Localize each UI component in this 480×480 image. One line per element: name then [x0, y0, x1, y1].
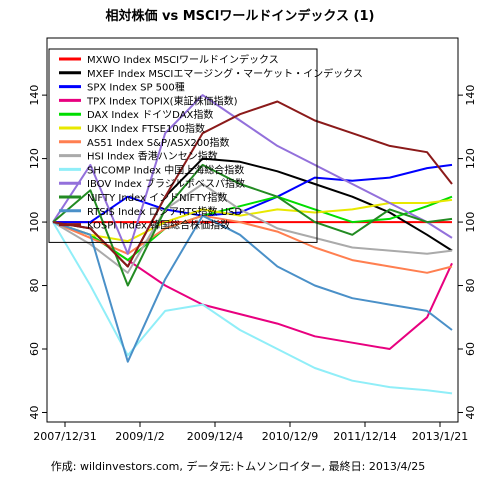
legend-label-10: IBOV Index ブラジルボベスパ指数: [87, 177, 245, 190]
x-tick-label: 2010/12/9: [262, 430, 318, 443]
series-line-5: [52, 195, 453, 262]
legend-label-6: UKX Index FTSE100指数: [87, 122, 205, 135]
y-tick-label-right: 80: [464, 279, 477, 293]
y-tick-label-left: 100: [28, 212, 41, 233]
legend-label-8: HSI Index 香港ハンセン指数: [87, 150, 218, 163]
y-tick-label-right: 120: [464, 148, 477, 169]
series-line-4: [52, 221, 453, 350]
y-tick-label-right: 40: [464, 405, 477, 419]
legend-label-2: MXEF Index MSCIエマージング・マーケット・インデックス: [87, 67, 363, 80]
legend-label-3: SPX Index SP 500種: [87, 81, 185, 94]
series-line-3: [53, 163, 453, 224]
y-tick-label-right: 140: [464, 85, 477, 106]
y-tick-label-right: 100: [464, 212, 477, 233]
y-tick-label-left: 40: [28, 405, 41, 419]
series-line-10: [52, 94, 453, 255]
x-tick-label: 2011/12/14: [333, 430, 396, 443]
x-tick-label: 2009/12/4: [187, 430, 243, 443]
series-line-11: [52, 163, 453, 287]
chart-footer: 作成: wildinvestors.com, データ元:トムソンロイター, 最終…: [51, 459, 425, 473]
series-line-13: [52, 100, 453, 268]
x-tick-label: 2013/1/21: [412, 430, 468, 443]
legend-label-4: TPX Index TOPIX(東証株価指数): [86, 94, 238, 107]
x-tick-label: 2007/12/31: [33, 430, 96, 443]
chart-title: 相対株価 vs MSCIワールドインデックス (1): [105, 8, 374, 24]
series-line-7: [52, 214, 453, 274]
legend-label-11: NIFTY Index インドNIFTY指数: [87, 191, 227, 204]
legend-label-7: AS51 Index S&P/ASX200指数: [87, 136, 229, 149]
legend-label-13: KOSPI Index 韓国総合株価指数: [87, 219, 230, 232]
x-tick-label: 2009/1/2: [115, 430, 164, 443]
legend-label-9: SHCOMP Index 中国上海総合指数: [87, 163, 244, 176]
y-tick-label-right: 60: [464, 342, 477, 356]
y-tick-label-left: 140: [28, 85, 41, 106]
y-tick-label-left: 60: [28, 342, 41, 356]
y-tick-label-left: 120: [28, 148, 41, 169]
axes-layer: 40 40 60 60 80 80 100 100 120 120 140 140 2007/12/31…: [28, 37, 477, 443]
y-tick-label-left: 80: [28, 279, 41, 293]
legend-label-1: MXWO Index MSCIワールドインデックス: [87, 53, 279, 66]
series-layer: [52, 94, 453, 395]
plot-frame: [46, 37, 459, 423]
legend-box: [48, 48, 318, 243]
legend-label-12: RTSI$ Index ロシアRTS指数 USD: [87, 205, 242, 218]
legend-label-5: DAX Index ドイツDAX指数: [87, 108, 213, 121]
series-line-12: [52, 214, 453, 363]
